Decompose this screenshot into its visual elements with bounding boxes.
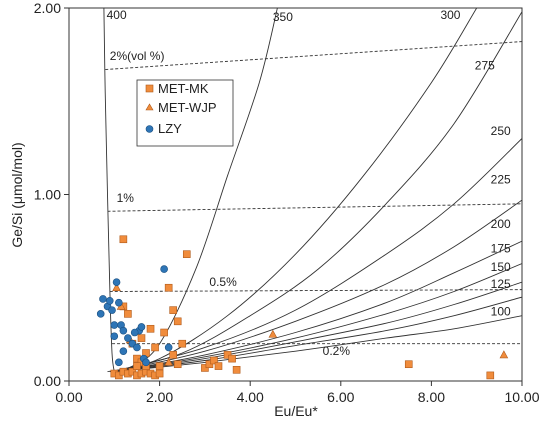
point-met-mk bbox=[151, 343, 159, 352]
point-lzy bbox=[164, 343, 173, 352]
curve-200 bbox=[114, 240, 522, 373]
x-tick-label: 10.00 bbox=[504, 389, 539, 405]
point-lzy bbox=[105, 297, 114, 305]
curve-400 bbox=[103, 8, 115, 372]
legend: MET-MK MET-WJP LZY bbox=[136, 79, 234, 147]
legend-marker-met-mk bbox=[145, 84, 154, 93]
axes: 0.00 2.00 4.00 6.00 8.00 10.00 0.00 1.00 2.00 bbox=[34, 0, 540, 405]
volume-label-1: 1% bbox=[117, 191, 135, 205]
volume-line-0-5 bbox=[109, 289, 523, 292]
curve-175 bbox=[114, 263, 522, 373]
point-met-mk bbox=[404, 360, 413, 369]
volume-lines: 2%(vol %) 1% 0.5% 0.2% bbox=[105, 41, 523, 358]
curve-125 bbox=[114, 296, 522, 373]
x-tick-label: 8.00 bbox=[418, 389, 445, 405]
point-met-mk bbox=[169, 351, 177, 359]
point-met-mk bbox=[155, 369, 164, 378]
volume-label-0-5: 0.5% bbox=[209, 275, 237, 289]
point-lzy bbox=[108, 306, 116, 314]
point-met-mk bbox=[133, 362, 141, 370]
curve-label-200: 200 bbox=[491, 217, 511, 231]
legend-marker-lzy bbox=[145, 125, 154, 133]
curve-label-125: 125 bbox=[491, 277, 511, 291]
curve-225 bbox=[114, 199, 522, 373]
curve-150 bbox=[114, 281, 522, 373]
curve-label-150: 150 bbox=[491, 260, 511, 274]
point-met-mk bbox=[228, 354, 236, 363]
curve-label-300: 300 bbox=[440, 8, 460, 22]
point-met-mk bbox=[214, 362, 223, 370]
point-met-wjp bbox=[499, 350, 509, 359]
curve-label-175: 175 bbox=[491, 241, 511, 255]
volume-line-1 bbox=[107, 203, 523, 212]
volume-label-2-vol: 2%(vol %) bbox=[110, 49, 165, 63]
point-lzy bbox=[119, 347, 128, 355]
point-met-wjp bbox=[112, 283, 121, 292]
point-met-mk bbox=[232, 366, 241, 374]
point-met-wjp bbox=[268, 329, 278, 338]
curve-300 bbox=[109, 8, 478, 373]
point-met-mk bbox=[160, 328, 168, 337]
curve-275 bbox=[111, 11, 522, 373]
point-met-mk bbox=[155, 362, 164, 370]
y-axis-title: Ge/Si (μmol/mol) bbox=[9, 142, 25, 247]
point-met-mk bbox=[182, 250, 191, 258]
curve-label-250: 250 bbox=[491, 124, 511, 138]
point-lzy bbox=[115, 358, 123, 367]
curve-label-100: 100 bbox=[491, 305, 511, 319]
data-points bbox=[96, 235, 509, 380]
point-met-wjp bbox=[164, 357, 173, 366]
curve-label-400: 400 bbox=[107, 8, 127, 22]
point-met-mk bbox=[124, 310, 132, 318]
point-lzy bbox=[119, 326, 128, 335]
plot-area bbox=[68, 7, 523, 382]
curve-250 bbox=[111, 138, 522, 373]
legend-marker-met-wjp bbox=[145, 103, 154, 111]
point-met-mk bbox=[146, 324, 155, 333]
point-lzy bbox=[99, 295, 107, 303]
x-tick-label: 2.00 bbox=[146, 389, 173, 405]
point-lzy bbox=[133, 343, 141, 352]
y-tick-label: 1.00 bbox=[34, 187, 61, 203]
point-met-mk bbox=[164, 283, 173, 292]
x-tick-label: 0.00 bbox=[55, 389, 82, 405]
point-lzy bbox=[137, 323, 146, 331]
y-tick-label: 2.00 bbox=[34, 0, 61, 16]
point-met-mk bbox=[137, 334, 146, 342]
legend-label-met-mk: MET-MK bbox=[158, 81, 209, 96]
curve-label-275: 275 bbox=[475, 59, 495, 73]
legend-label-met-wjp: MET-WJP bbox=[158, 100, 217, 115]
volume-label-0-2: 0.2% bbox=[323, 344, 351, 358]
point-lzy bbox=[110, 321, 119, 329]
point-lzy bbox=[160, 265, 168, 273]
point-met-mk bbox=[173, 360, 182, 369]
point-lzy bbox=[115, 298, 123, 307]
point-lzy bbox=[130, 328, 139, 337]
point-lzy bbox=[142, 358, 150, 367]
point-met-mk bbox=[210, 356, 218, 365]
point-lzy bbox=[96, 310, 105, 318]
x-tick-label: 4.00 bbox=[237, 389, 264, 405]
curve-label-350: 350 bbox=[273, 10, 293, 24]
x-tick-label: 6.00 bbox=[327, 389, 354, 405]
point-met-mk bbox=[173, 317, 182, 326]
point-lzy bbox=[112, 278, 121, 286]
point-lzy bbox=[110, 332, 119, 341]
curve-350 bbox=[107, 8, 278, 373]
point-met-mk bbox=[169, 306, 177, 314]
temperature-curves bbox=[103, 8, 522, 373]
curve-label-225: 225 bbox=[491, 172, 511, 186]
legend-label-lzy: LZY bbox=[158, 121, 182, 136]
point-met-mk bbox=[486, 371, 495, 380]
x-axis-title: Eu/Eu* bbox=[274, 403, 318, 419]
point-met-mk bbox=[178, 339, 187, 348]
curve-labels: 400 350 300 275 250 225 200 175 150 125 100 bbox=[107, 8, 511, 319]
y-tick-label: 0.00 bbox=[34, 373, 61, 389]
point-lzy bbox=[124, 334, 132, 342]
curve-100 bbox=[114, 315, 522, 373]
point-met-mk bbox=[119, 235, 128, 244]
